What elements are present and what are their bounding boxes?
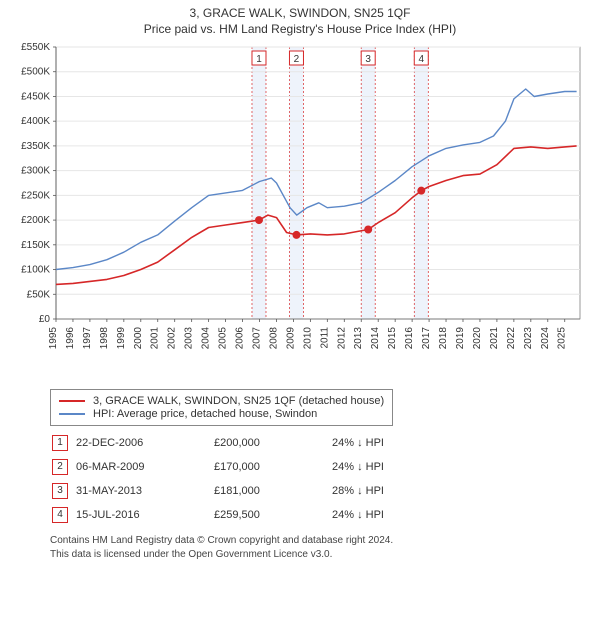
svg-text:2025: 2025 <box>557 327 568 350</box>
svg-text:2011: 2011 <box>319 327 330 349</box>
svg-text:1999: 1999 <box>116 327 127 350</box>
svg-text:£200K: £200K <box>21 215 50 226</box>
event-date: 15-JUL-2016 <box>76 504 212 526</box>
svg-text:2013: 2013 <box>353 327 364 350</box>
svg-text:1997: 1997 <box>82 327 93 350</box>
legend-label: 3, GRACE WALK, SWINDON, SN25 1QF (detach… <box>93 395 384 407</box>
legend-label: HPI: Average price, detached house, Swin… <box>93 408 317 420</box>
svg-text:2014: 2014 <box>370 327 381 350</box>
price-chart: 1 2 3 4 £0 £50K £100K £150K £200K £250K £300K £350K… <box>8 43 592 383</box>
svg-text:2006: 2006 <box>235 327 246 350</box>
svg-text:£0: £0 <box>39 314 51 325</box>
legend-item: HPI: Average price, detached house, Swin… <box>59 408 384 420</box>
event-row: 4 15-JUL-2016£259,50024% ↓ HPI <box>52 504 390 526</box>
svg-text:£350K: £350K <box>21 141 50 152</box>
svg-text:2003: 2003 <box>184 327 195 350</box>
event-date: 22-DEC-2006 <box>76 432 212 454</box>
event-row: 2 06-MAR-2009£170,00024% ↓ HPI <box>52 456 390 478</box>
event-row: 1 22-DEC-2006£200,00024% ↓ HPI <box>52 432 390 454</box>
event-price: £259,500 <box>214 504 330 526</box>
legend-swatch <box>59 400 85 402</box>
svg-text:1: 1 <box>256 54 262 65</box>
svg-text:2001: 2001 <box>150 327 161 350</box>
svg-text:£500K: £500K <box>21 67 50 78</box>
event-marker: 4 <box>52 507 68 523</box>
svg-text:1996: 1996 <box>65 327 76 350</box>
svg-text:£100K: £100K <box>21 265 50 276</box>
event-diff: 24% ↓ HPI <box>332 456 390 478</box>
title-address: 3, GRACE WALK, SWINDON, SN25 1QF <box>8 6 592 22</box>
page-root: 3, GRACE WALK, SWINDON, SN25 1QF Price p… <box>0 0 600 620</box>
legend-swatch <box>59 413 85 415</box>
attribution-footer: Contains HM Land Registry data © Crown c… <box>50 534 592 561</box>
event-price: £181,000 <box>214 480 330 502</box>
svg-text:2012: 2012 <box>336 327 347 350</box>
svg-text:2005: 2005 <box>218 327 229 350</box>
event-diff: 24% ↓ HPI <box>332 504 390 526</box>
svg-text:2019: 2019 <box>455 327 466 350</box>
event-marker: 1 <box>52 435 68 451</box>
event-date: 31-MAY-2013 <box>76 480 212 502</box>
svg-text:£550K: £550K <box>21 43 50 53</box>
svg-text:2: 2 <box>294 54 300 65</box>
svg-text:£450K: £450K <box>21 92 50 103</box>
footer-line2: This data is licensed under the Open Gov… <box>50 548 592 562</box>
svg-text:2016: 2016 <box>404 327 415 350</box>
svg-text:2007: 2007 <box>251 327 262 350</box>
footer-line1: Contains HM Land Registry data © Crown c… <box>50 534 592 548</box>
svg-text:2023: 2023 <box>523 327 534 350</box>
svg-text:£50K: £50K <box>27 289 51 300</box>
event-price: £200,000 <box>214 432 330 454</box>
legend-item: 3, GRACE WALK, SWINDON, SN25 1QF (detach… <box>59 395 384 407</box>
svg-text:2021: 2021 <box>489 327 500 350</box>
svg-text:2010: 2010 <box>302 327 313 350</box>
svg-text:£250K: £250K <box>21 191 50 202</box>
event-price: £170,000 <box>214 456 330 478</box>
svg-text:2017: 2017 <box>421 327 432 350</box>
svg-text:2018: 2018 <box>438 327 449 350</box>
svg-text:£300K: £300K <box>21 166 50 177</box>
chart-legend: 3, GRACE WALK, SWINDON, SN25 1QF (detach… <box>50 389 393 426</box>
event-diff: 28% ↓ HPI <box>332 480 390 502</box>
svg-text:1998: 1998 <box>99 327 110 350</box>
chart-title: 3, GRACE WALK, SWINDON, SN25 1QF Price p… <box>8 6 592 37</box>
title-subtitle: Price paid vs. HM Land Registry's House … <box>8 22 592 38</box>
svg-text:2004: 2004 <box>201 327 212 350</box>
event-row: 3 31-MAY-2013£181,00028% ↓ HPI <box>52 480 390 502</box>
event-diff: 24% ↓ HPI <box>332 432 390 454</box>
svg-text:2002: 2002 <box>167 327 178 350</box>
svg-text:2024: 2024 <box>540 327 551 350</box>
svg-text:£150K: £150K <box>21 240 50 251</box>
svg-text:2015: 2015 <box>387 327 398 350</box>
svg-text:2022: 2022 <box>506 327 517 350</box>
event-marker: 2 <box>52 459 68 475</box>
event-date: 06-MAR-2009 <box>76 456 212 478</box>
svg-text:4: 4 <box>418 54 424 65</box>
svg-text:1995: 1995 <box>48 327 59 350</box>
svg-text:2000: 2000 <box>133 327 144 350</box>
svg-text:2020: 2020 <box>472 327 483 350</box>
svg-text:2008: 2008 <box>268 327 279 350</box>
events-table: 122-DEC-2006£200,00024% ↓ HPI206-MAR-200… <box>50 430 392 528</box>
event-marker: 3 <box>52 483 68 499</box>
chart-svg: 1 2 3 4 £0 £50K £100K £150K £200K £250K £300K £350K… <box>8 43 592 383</box>
svg-text:£400K: £400K <box>21 116 50 127</box>
svg-text:2009: 2009 <box>285 327 296 350</box>
svg-text:3: 3 <box>365 54 371 65</box>
